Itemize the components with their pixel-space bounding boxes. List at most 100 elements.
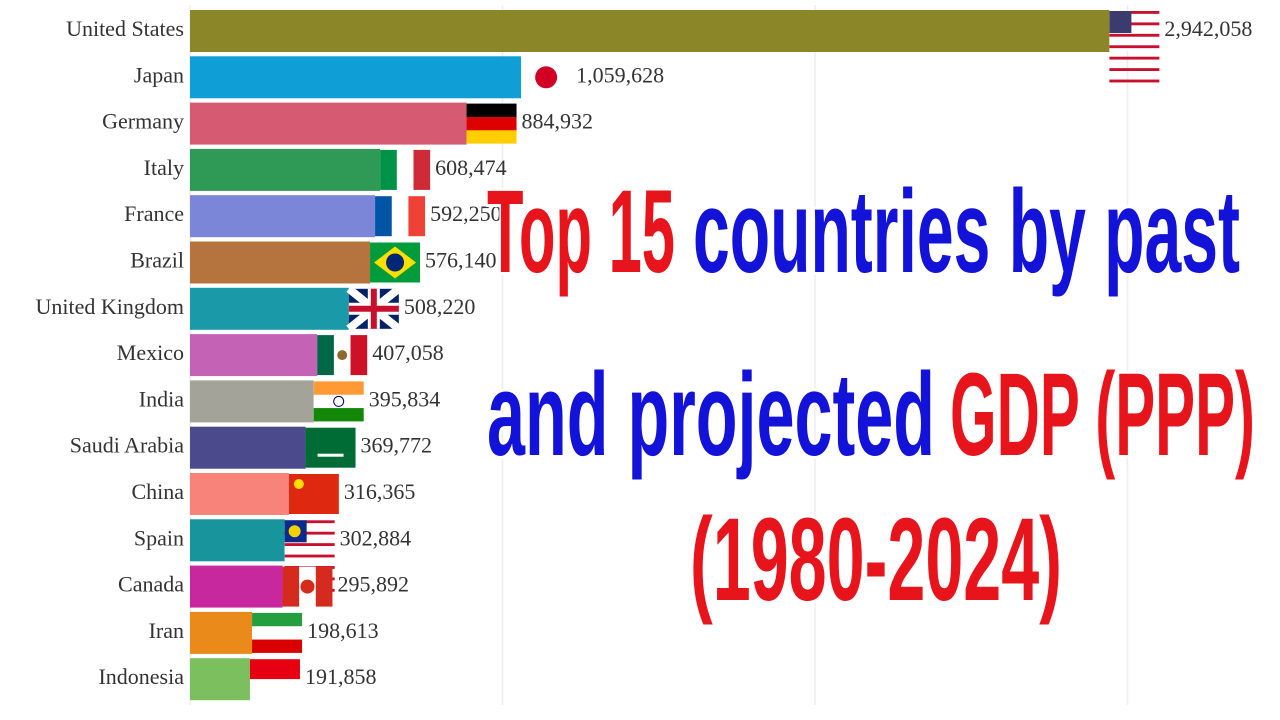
category-label: Italy xyxy=(144,155,184,180)
flag-part xyxy=(282,566,300,607)
category-label: Brazil xyxy=(130,248,184,273)
flag xyxy=(288,474,339,514)
chart-title: (1980-2024) xyxy=(690,494,1062,626)
category-label: Canada xyxy=(118,572,184,597)
flag-part xyxy=(1109,79,1160,83)
bar xyxy=(190,287,349,330)
category-label: France xyxy=(124,201,184,226)
flag xyxy=(313,381,364,422)
flag-part xyxy=(313,381,364,396)
bar xyxy=(190,334,318,377)
flag-part xyxy=(375,196,393,237)
flag xyxy=(466,103,517,144)
flag xyxy=(521,57,572,98)
flag-part xyxy=(1109,68,1160,71)
flag-part xyxy=(1109,56,1160,60)
value-label: 608,474 xyxy=(435,155,507,180)
category-label: Saudi Arabia xyxy=(70,433,184,458)
flag xyxy=(252,612,303,653)
bar xyxy=(190,380,314,423)
chart-title: Top 15 xyxy=(487,166,675,298)
value-label: 191,858 xyxy=(305,664,377,689)
flag-part xyxy=(252,626,303,641)
flag-part xyxy=(535,66,558,89)
category-label: China xyxy=(131,479,184,504)
bar xyxy=(190,10,1110,52)
flag-part xyxy=(391,196,409,237)
bar xyxy=(190,426,306,469)
bar xyxy=(190,473,289,515)
flag-part xyxy=(386,253,405,272)
flag-part xyxy=(1109,11,1160,14)
flag-part xyxy=(252,612,303,627)
flag-part xyxy=(305,427,356,468)
flag-part xyxy=(293,479,304,489)
bar xyxy=(190,565,283,608)
flag-part xyxy=(252,639,303,653)
flag xyxy=(380,149,431,190)
category-label: Japan xyxy=(134,62,184,87)
category-label: Indonesia xyxy=(98,664,184,689)
category-label: Iran xyxy=(149,618,184,643)
value-label: 316,365 xyxy=(344,479,416,504)
value-label: 592,250 xyxy=(430,201,502,226)
value-label: 407,058 xyxy=(372,340,444,365)
flag-part xyxy=(249,659,300,680)
bar xyxy=(190,102,467,145)
value-label: 198,613 xyxy=(307,618,379,643)
flag xyxy=(282,566,333,607)
flag-part xyxy=(408,196,426,237)
flag-part xyxy=(466,116,517,131)
category-label: India xyxy=(139,386,184,411)
flag-part xyxy=(337,350,348,361)
bar xyxy=(190,241,371,284)
flag-part xyxy=(466,103,517,118)
flag-part xyxy=(284,520,335,524)
flag xyxy=(1109,11,1160,83)
chart-title: GDP (PPP) xyxy=(950,349,1255,481)
flag-part xyxy=(284,531,335,535)
bar xyxy=(190,519,285,562)
flag-part xyxy=(284,554,335,558)
flag-part xyxy=(300,579,315,594)
flag xyxy=(370,242,421,283)
value-label: 369,772 xyxy=(361,433,433,458)
flag-part xyxy=(466,130,517,144)
flag-part xyxy=(1109,33,1160,37)
category-label: Germany xyxy=(102,109,184,134)
flag xyxy=(346,285,402,332)
flag-part xyxy=(315,566,333,607)
bar xyxy=(190,611,253,654)
category-label: Spain xyxy=(134,525,184,550)
bar xyxy=(190,56,522,99)
flag-part xyxy=(1109,11,1132,33)
category-label: United Kingdom xyxy=(36,294,185,319)
flag-part xyxy=(333,395,345,407)
value-label: 884,932 xyxy=(522,109,594,134)
bar xyxy=(190,195,376,238)
flag-part xyxy=(317,335,335,376)
flag-part xyxy=(348,288,399,329)
flag-part xyxy=(317,453,344,457)
flag-part xyxy=(1109,22,1160,26)
value-label: 576,140 xyxy=(425,248,497,273)
flag xyxy=(249,659,300,700)
flag-part xyxy=(380,149,398,190)
category-label: United States xyxy=(66,16,184,41)
flag-part xyxy=(249,679,300,700)
flag-part xyxy=(313,408,364,422)
flag-part xyxy=(284,543,335,547)
value-label: 2,942,058 xyxy=(1164,16,1252,41)
flag-part xyxy=(288,525,301,538)
flag-part xyxy=(313,394,364,409)
bar xyxy=(190,658,250,701)
chart-title: and projected xyxy=(487,349,935,481)
value-label: 1,059,628 xyxy=(576,62,664,87)
value-label: 302,884 xyxy=(340,525,412,550)
flag xyxy=(284,520,335,592)
flag-part xyxy=(1109,45,1160,49)
flag xyxy=(375,196,426,237)
value-label: 508,220 xyxy=(404,294,476,319)
category-label: Mexico xyxy=(117,340,184,365)
